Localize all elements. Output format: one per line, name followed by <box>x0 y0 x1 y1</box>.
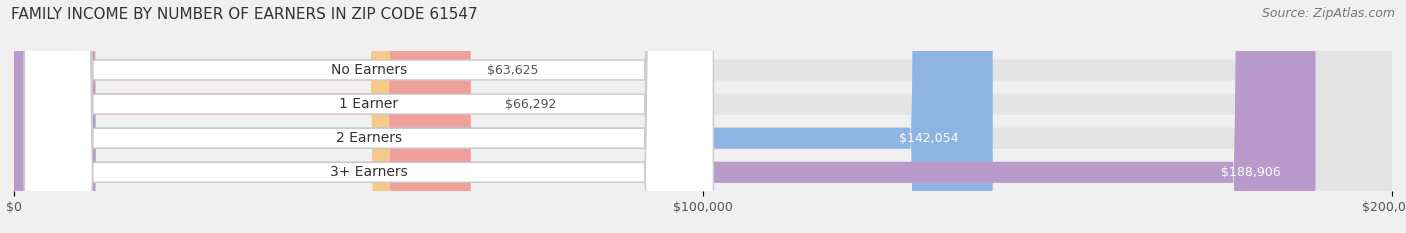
FancyBboxPatch shape <box>24 0 713 233</box>
FancyBboxPatch shape <box>24 0 713 233</box>
FancyBboxPatch shape <box>14 0 1392 233</box>
Text: Source: ZipAtlas.com: Source: ZipAtlas.com <box>1261 7 1395 20</box>
FancyBboxPatch shape <box>14 0 471 233</box>
FancyBboxPatch shape <box>14 0 1392 233</box>
FancyBboxPatch shape <box>24 0 713 233</box>
Text: 1 Earner: 1 Earner <box>339 97 398 111</box>
FancyBboxPatch shape <box>14 0 993 233</box>
Text: 3+ Earners: 3+ Earners <box>330 165 408 179</box>
Text: No Earners: No Earners <box>330 63 406 77</box>
Text: $188,906: $188,906 <box>1222 166 1281 179</box>
FancyBboxPatch shape <box>14 0 1392 233</box>
FancyBboxPatch shape <box>14 0 1392 233</box>
Text: $142,054: $142,054 <box>898 132 959 145</box>
FancyBboxPatch shape <box>14 0 1316 233</box>
Text: 2 Earners: 2 Earners <box>336 131 402 145</box>
Text: $63,625: $63,625 <box>486 64 538 76</box>
Text: $66,292: $66,292 <box>505 98 557 111</box>
Text: FAMILY INCOME BY NUMBER OF EARNERS IN ZIP CODE 61547: FAMILY INCOME BY NUMBER OF EARNERS IN ZI… <box>11 7 478 22</box>
FancyBboxPatch shape <box>24 0 713 233</box>
FancyBboxPatch shape <box>14 0 453 233</box>
